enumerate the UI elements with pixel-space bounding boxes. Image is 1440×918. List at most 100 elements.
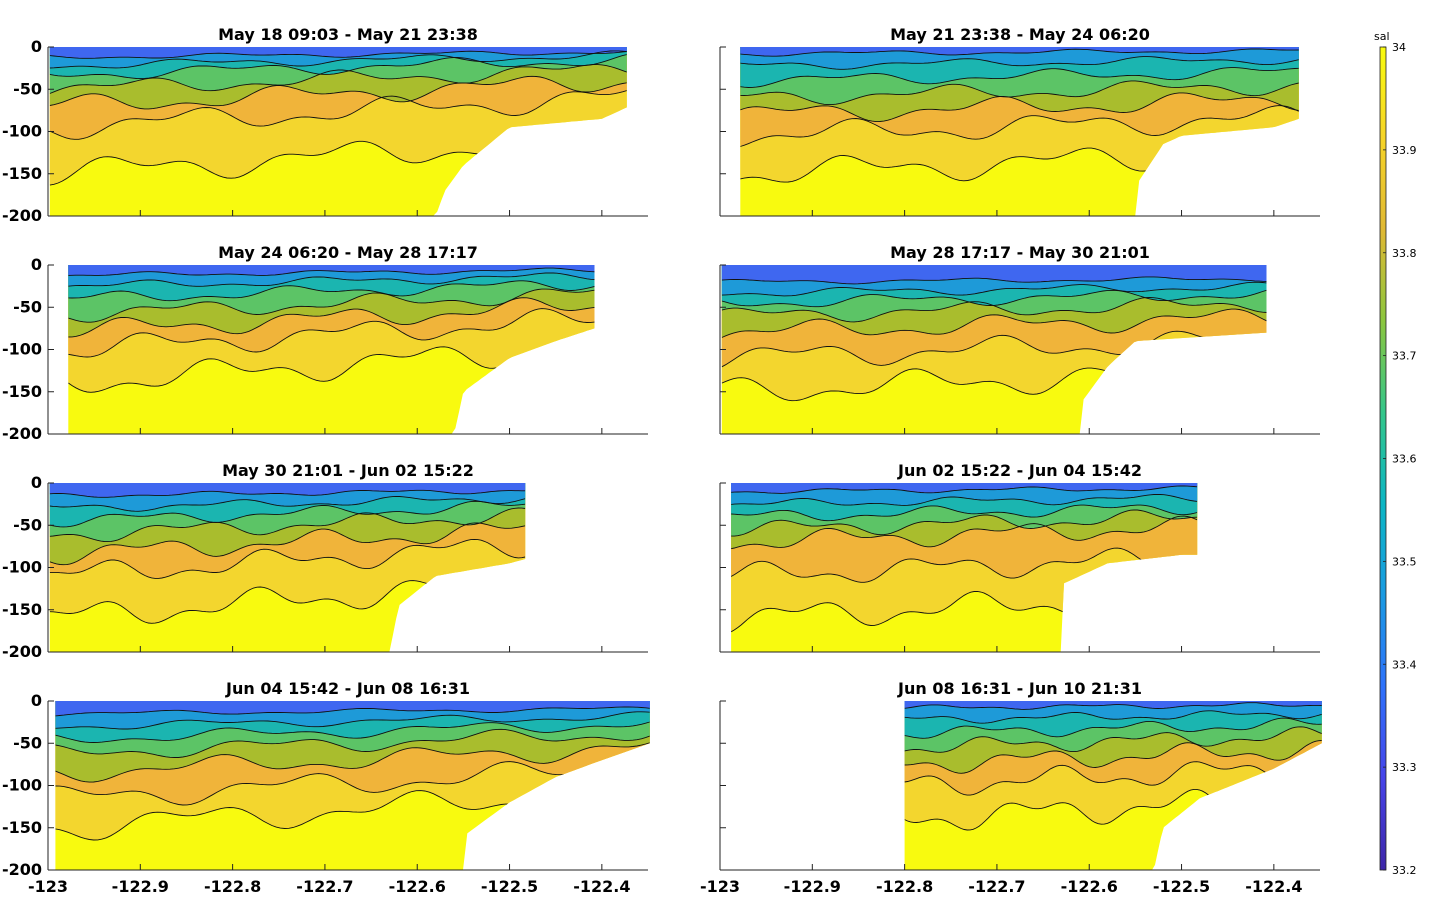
panel-8: Jun 08 16:31 - Jun 10 21:31 -123 -122.9 -12… <box>700 679 1322 896</box>
contour-line-6 <box>740 105 1299 147</box>
colorbar-tick-label: 34 <box>1392 41 1406 54</box>
colorbar-tick-label: 33.6 <box>1392 453 1417 466</box>
y-tick-label: -50 <box>13 79 42 98</box>
y-tick-label: -200 <box>2 860 42 879</box>
contour-line-1 <box>721 276 1267 285</box>
contour-line-4 <box>49 507 526 543</box>
contour-line-5 <box>55 742 650 783</box>
contour-line-1 <box>731 485 1198 494</box>
contour-fill <box>68 265 595 434</box>
contour-line-3 <box>68 280 595 302</box>
y-tick-label: -150 <box>2 382 42 401</box>
contour-line-5 <box>49 75 627 110</box>
contour-line-5 <box>731 515 1198 550</box>
x-tick-label: -122.8 <box>204 877 261 896</box>
y-tick-label: 0 <box>31 691 42 710</box>
y-tick-label: -100 <box>2 340 42 359</box>
contour-line-2 <box>68 272 595 287</box>
contour-fill <box>731 483 1198 652</box>
contour-line-4 <box>55 728 650 758</box>
contour-fill <box>49 483 526 652</box>
contour-layer-1 <box>721 265 1267 284</box>
colorbar-tick-label: 33.4 <box>1392 658 1417 671</box>
y-tick-label: -100 <box>2 776 42 795</box>
contour-line-3 <box>740 67 1299 88</box>
panel-title: Jun 04 15:42 - Jun 08 16:31 <box>225 679 470 698</box>
contour-line-1 <box>49 489 526 498</box>
contour-layer-1 <box>49 47 627 59</box>
y-tick-label: 0 <box>31 473 42 492</box>
contour-line-6 <box>49 538 526 579</box>
x-tick-label: -122.4 <box>573 877 630 896</box>
colorbar-tick-label: 33.5 <box>1392 555 1417 568</box>
contour-layer-1 <box>49 483 526 498</box>
contour-line-5 <box>904 740 1322 774</box>
contour-fill <box>49 47 627 216</box>
contour-layer-1 <box>740 47 1299 57</box>
contour-fill <box>721 265 1267 434</box>
contour-line-3 <box>904 717 1322 739</box>
panel-title: Jun 02 15:22 - Jun 04 15:42 <box>897 461 1142 480</box>
colorbar-tick-label: 33.9 <box>1392 144 1417 157</box>
x-tick-label: -122.6 <box>389 877 446 896</box>
panel-4: May 28 17:17 - May 30 21:01 <box>719 243 1320 435</box>
x-tick-label: -122.6 <box>1061 877 1118 896</box>
contour-line-1 <box>68 267 595 276</box>
contour-line-2 <box>740 56 1299 70</box>
x-tick-label: -123 <box>28 877 68 896</box>
contour-line-2 <box>49 496 526 512</box>
contour-line-5 <box>721 308 1267 338</box>
panels-group: May 18 09:03 - May 21 23:38 0 -50 -100 -150 -… <box>2 25 1322 896</box>
y-tick-label: -100 <box>2 558 42 577</box>
y-tick-label: 0 <box>31 255 42 274</box>
contour-line-6 <box>49 90 627 140</box>
contour-layer-1 <box>68 265 595 276</box>
y-tick-label: -50 <box>13 515 42 534</box>
contour-line-3 <box>49 500 526 528</box>
contour-line-4 <box>49 64 627 94</box>
contour-line-2 <box>49 50 627 69</box>
contour-line-4 <box>721 297 1267 323</box>
contour-line-5 <box>49 522 526 566</box>
x-tick-label: -123 <box>700 877 740 896</box>
x-tick-label: -122.8 <box>876 877 933 896</box>
panel-title: May 18 09:03 - May 21 23:38 <box>218 25 478 44</box>
y-tick-label: -100 <box>2 122 42 141</box>
contour-line-5 <box>740 92 1299 123</box>
contour-line-2 <box>55 711 650 730</box>
contour-line-1 <box>740 48 1299 57</box>
y-tick-label: -50 <box>13 733 42 752</box>
y-tick-label: -150 <box>2 164 42 183</box>
contour-layer-1 <box>904 701 1322 710</box>
x-tick-label: -122.7 <box>296 877 353 896</box>
contour-line-1 <box>55 706 650 717</box>
contour-line-2 <box>731 493 1198 506</box>
panel-title: May 21 23:38 - May 24 06:20 <box>890 25 1150 44</box>
contour-fill <box>904 701 1322 870</box>
contour-line-2 <box>721 281 1267 297</box>
x-tick-label: -122.4 <box>1245 877 1302 896</box>
x-tick-label: -122.7 <box>968 877 1025 896</box>
colorbar-tick-label: 33.3 <box>1392 761 1417 774</box>
panel-2: May 21 23:38 - May 24 06:20 <box>719 25 1320 217</box>
panel-title: May 28 17:17 - May 30 21:01 <box>890 243 1150 262</box>
panel-3: May 24 06:20 - May 28 17:17 0 -50 -100 -150 -… <box>2 243 648 443</box>
contour-line-4 <box>904 726 1322 753</box>
contour-line-6 <box>721 330 1267 368</box>
contour-line-5 <box>68 297 595 338</box>
contour-line-3 <box>55 721 650 743</box>
x-tick-label: -122.9 <box>784 877 841 896</box>
y-tick-label: -200 <box>2 424 42 443</box>
y-tick-label: 0 <box>31 37 42 56</box>
panel-6: Jun 02 15:22 - Jun 04 15:42 <box>719 461 1320 653</box>
y-tick-label: -200 <box>2 206 42 225</box>
y-tick-label: -150 <box>2 600 42 619</box>
contour-fill <box>740 47 1299 216</box>
contour-line-6 <box>55 761 650 806</box>
x-tick-label: -122.5 <box>1153 877 1210 896</box>
y-tick-label: -150 <box>2 818 42 837</box>
contour-line-1 <box>49 50 627 59</box>
contour-fill <box>55 701 650 870</box>
colorbar-tick-label: 33.8 <box>1392 247 1417 260</box>
